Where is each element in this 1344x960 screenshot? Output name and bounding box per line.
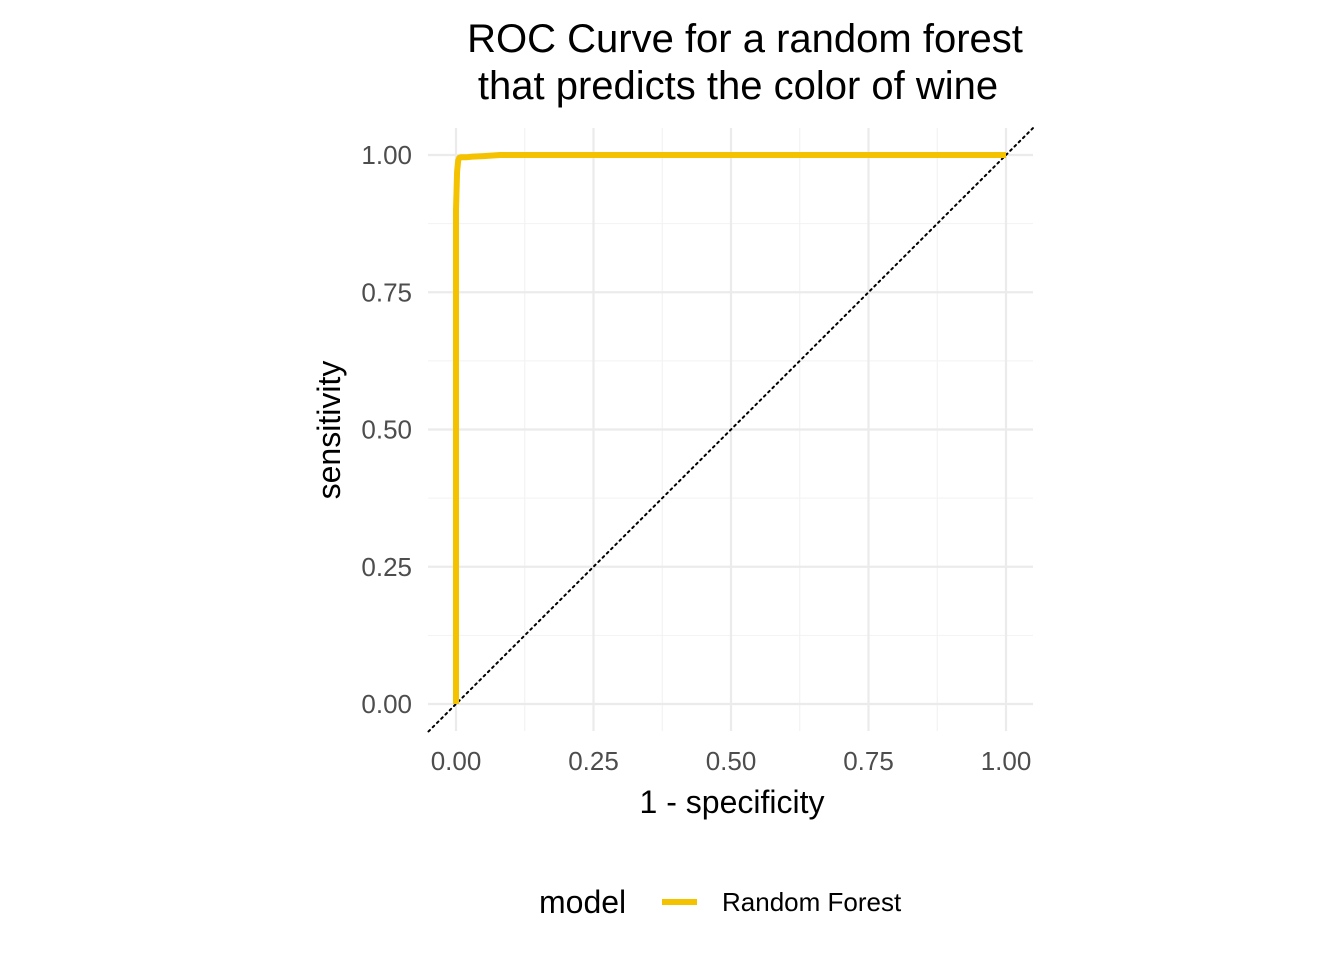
series-group — [453, 152, 1006, 704]
y-tick-label: 0.50 — [361, 415, 412, 445]
reference-diagonal-line — [427, 126, 1035, 733]
legend-title: model — [539, 884, 626, 920]
x-axis-tick-labels: 0.00 0.25 0.50 0.75 1.00 — [431, 746, 1032, 776]
x-tick-label: 0.25 — [568, 746, 619, 776]
x-tick-label: 1.00 — [981, 746, 1032, 776]
chart-title-line-1: ROC Curve for a random forest — [467, 17, 1023, 61]
y-axis-title: sensitivity — [311, 361, 347, 500]
x-tick-label: 0.75 — [843, 746, 894, 776]
roc-curve-line — [453, 152, 1006, 704]
legend: model Random Forest — [539, 884, 902, 920]
y-tick-label: 0.75 — [361, 277, 412, 307]
chart-title-line-2: that predicts the color of wine — [478, 64, 998, 108]
y-tick-label: 0.00 — [361, 689, 412, 719]
y-axis-tick-labels: 0.00 0.25 0.50 0.75 1.00 — [361, 140, 412, 719]
x-axis-title: 1 - specificity — [640, 784, 825, 820]
legend-label-random-forest: Random Forest — [722, 887, 902, 917]
chart-title: ROC Curve for a random forest that predi… — [467, 17, 1023, 108]
x-tick-label: 0.00 — [431, 746, 482, 776]
y-tick-label: 1.00 — [361, 140, 412, 170]
x-tick-label: 0.50 — [706, 746, 757, 776]
reference-diagonal-group — [427, 126, 1035, 733]
y-tick-label: 0.25 — [361, 552, 412, 582]
